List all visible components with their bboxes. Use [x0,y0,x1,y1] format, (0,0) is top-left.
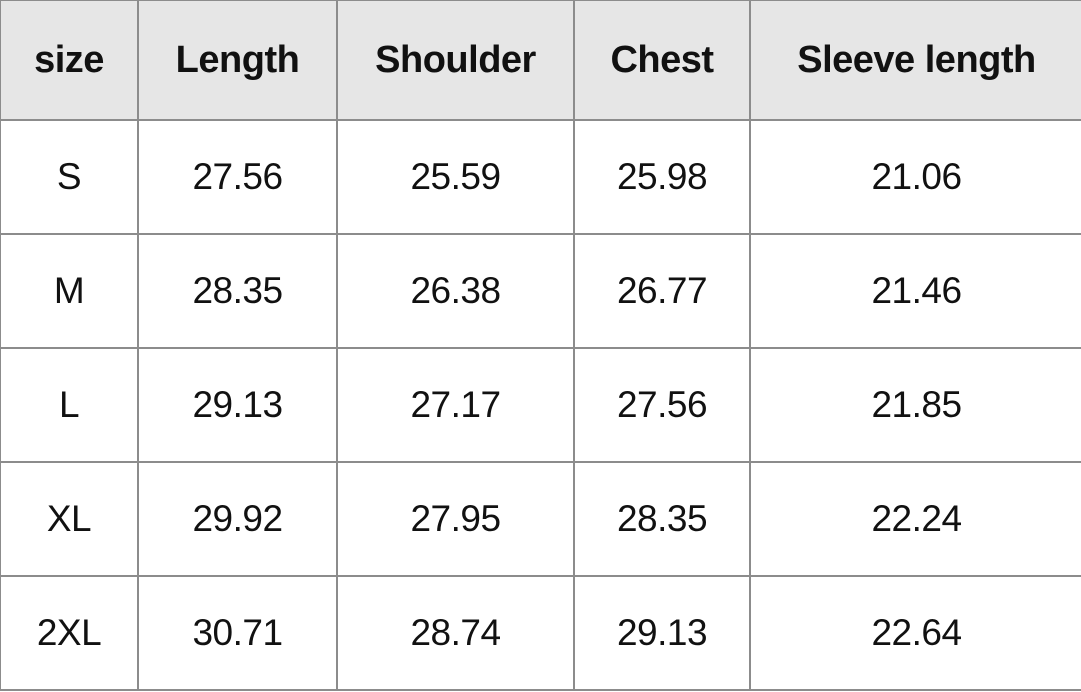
cell-length: 29.92 [137,461,338,577]
cell-length: 27.56 [137,119,338,235]
header-length: Length [137,0,338,121]
cell-shoulder: 27.17 [336,347,575,463]
cell-chest: 25.98 [573,119,751,235]
table-row: 2XL 30.71 28.74 29.13 22.64 [0,575,1081,691]
header-sleeve-length: Sleeve length [749,0,1081,121]
cell-sleeve-length: 22.64 [749,575,1081,691]
cell-chest: 29.13 [573,575,751,691]
cell-sleeve-length: 22.24 [749,461,1081,577]
cell-size: S [0,119,139,235]
cell-shoulder: 28.74 [336,575,575,691]
cell-size: 2XL [0,575,139,691]
cell-sleeve-length: 21.06 [749,119,1081,235]
cell-length: 28.35 [137,233,338,349]
cell-chest: 28.35 [573,461,751,577]
header-chest: Chest [573,0,751,121]
cell-size: L [0,347,139,463]
cell-length: 30.71 [137,575,338,691]
cell-shoulder: 27.95 [336,461,575,577]
table-row: S 27.56 25.59 25.98 21.06 [0,119,1081,235]
table-row: XL 29.92 27.95 28.35 22.24 [0,461,1081,577]
header-shoulder: Shoulder [336,0,575,121]
header-row: size Length Shoulder Chest Sleeve length [0,0,1081,121]
cell-chest: 26.77 [573,233,751,349]
table-row: M 28.35 26.38 26.77 21.46 [0,233,1081,349]
table-row: L 29.13 27.17 27.56 21.85 [0,347,1081,463]
cell-chest: 27.56 [573,347,751,463]
cell-shoulder: 26.38 [336,233,575,349]
cell-shoulder: 25.59 [336,119,575,235]
cell-length: 29.13 [137,347,338,463]
cell-sleeve-length: 21.85 [749,347,1081,463]
cell-size: XL [0,461,139,577]
cell-size: M [0,233,139,349]
header-size: size [0,0,139,121]
cell-sleeve-length: 21.46 [749,233,1081,349]
